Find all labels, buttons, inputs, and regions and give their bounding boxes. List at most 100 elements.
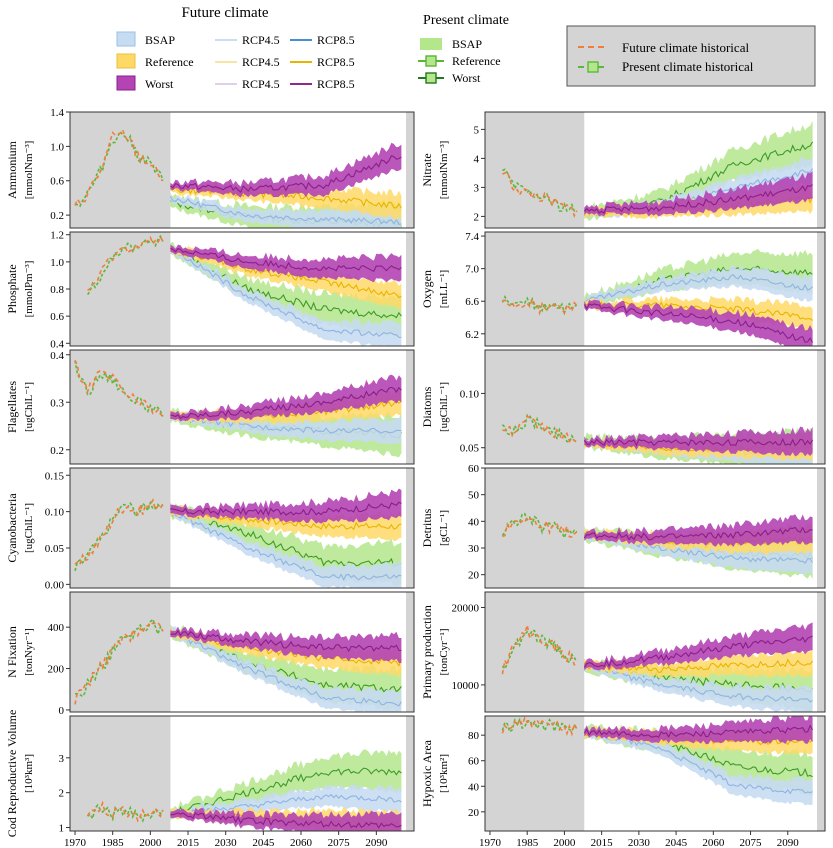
y-axis-label: Hypoxic Area xyxy=(420,739,434,807)
legend-rcp-label: RCP4.5 xyxy=(242,33,280,47)
y-tick-label: 20000 xyxy=(452,602,480,614)
y-axis-unit: [ugChlL⁻¹] xyxy=(23,382,35,432)
panel-frame xyxy=(69,111,415,229)
y-axis-label: Ammonium xyxy=(5,140,19,199)
band-bsap xyxy=(170,625,402,712)
line-worst xyxy=(170,629,402,653)
x-tick-label: 2075 xyxy=(740,837,763,848)
x-tick-label: 2000 xyxy=(553,837,576,848)
line-bsap xyxy=(169,196,402,226)
y-axis-unit: [ugChlL⁻¹] xyxy=(23,503,35,553)
band-worst xyxy=(170,142,402,198)
line-worst xyxy=(583,635,813,668)
y-tick-label: 1.0 xyxy=(50,141,64,153)
line-worst xyxy=(170,247,402,273)
y-tick-label: 1.0 xyxy=(50,257,64,269)
panel-cod: 1 2 3 Cod Reproductive Volume [10³km³] 1970 19… xyxy=(5,710,415,848)
band-worst xyxy=(584,716,813,745)
line-bsap xyxy=(170,628,402,707)
panel-nitrate: 2 3 4 5 Nitrate [mmolNm⁻³] xyxy=(420,111,826,229)
y-axis-unit: [mLL⁻¹] xyxy=(438,270,450,308)
panel-frame xyxy=(69,715,415,832)
x-tick-label: 2015 xyxy=(177,837,200,848)
band-bsap xyxy=(170,245,402,346)
y-axis-unit: [mmolNm⁻³] xyxy=(23,141,35,200)
panel-nfixation: 0 200 400 N Fixation [tonNyr⁻¹] xyxy=(5,591,415,717)
y-tick-label: 30 xyxy=(468,543,480,555)
y-axis-unit: [gCL⁻¹] xyxy=(438,510,450,546)
x-tick-label: 2030 xyxy=(215,837,238,848)
historical-shade xyxy=(70,232,171,346)
historical-shade xyxy=(70,592,171,712)
y-tick-label: 0 xyxy=(59,705,65,717)
line-pres xyxy=(169,508,402,568)
y-tick-label: 0.8 xyxy=(50,284,64,296)
legend-rcp-label: RCP8.5 xyxy=(317,33,355,47)
x-tick-label: 2090 xyxy=(365,837,388,848)
y-tick-label: 7.4 xyxy=(465,231,479,243)
y-tick-label: 0.4 xyxy=(50,338,64,350)
x-tick-label: 1985 xyxy=(516,837,539,848)
y-tick-label: 200 xyxy=(48,664,65,676)
panel-frame xyxy=(484,715,826,832)
y-tick-label: 50 xyxy=(468,490,480,502)
hist-future-line xyxy=(501,624,578,675)
band-worst xyxy=(584,622,813,671)
y-axis-label: Phosphate xyxy=(5,264,19,313)
y-axis-label: Cod Reproductive Volume xyxy=(5,710,19,838)
panel-diatoms: 0.05 0.10 Diatoms [ugChlL⁻¹] xyxy=(420,349,826,465)
y-tick-label: 10000 xyxy=(452,680,480,692)
hist-present-line xyxy=(74,360,164,417)
legend-rcp-label: RCP8.5 xyxy=(317,55,355,69)
legend-present-label: BSAP xyxy=(452,37,482,51)
line-bsap xyxy=(170,248,402,338)
x-tick-label: 2075 xyxy=(328,837,351,848)
line-worst xyxy=(170,812,402,829)
panel-frame xyxy=(69,467,415,589)
y-tick-label: 6.2 xyxy=(465,329,479,341)
legend-scenario-label: Worst xyxy=(145,77,174,91)
legend-hist-future-label: Future climate historical xyxy=(622,40,749,55)
y-axis-label: Nitrate xyxy=(420,153,434,186)
panel-frame xyxy=(69,349,415,465)
line-worst xyxy=(170,155,402,193)
line-bsap xyxy=(583,273,813,304)
x-tick-label: 2060 xyxy=(290,837,313,848)
band-pres xyxy=(584,120,813,222)
legend-present-label: Worst xyxy=(452,71,481,85)
legend-hist-present-label: Present climate historical xyxy=(622,59,754,74)
line-worst xyxy=(170,386,402,420)
y-tick-label: 40 xyxy=(468,516,480,528)
y-tick-label: 0.3 xyxy=(50,397,64,409)
y-tick-label: 3 xyxy=(59,753,65,765)
line-bsap xyxy=(169,793,402,816)
hist-present-line xyxy=(501,629,578,671)
historical-shade xyxy=(485,350,585,464)
hist-future-line xyxy=(502,515,578,538)
y-axis-unit: [mmolNm⁻³] xyxy=(438,141,450,200)
y-tick-label: 7.0 xyxy=(465,264,479,276)
legend-rcp-label: RCP4.5 xyxy=(242,55,280,69)
y-axis-label: Detritus xyxy=(420,508,434,547)
legend: Future climate Present climate BSAP Refer… xyxy=(116,5,816,91)
x-tick-label: 2045 xyxy=(665,837,688,848)
x-tick-label: 2000 xyxy=(139,837,162,848)
historical-shade xyxy=(70,716,171,831)
y-axis-unit: [10³km²] xyxy=(438,754,450,793)
panel-frame xyxy=(69,591,415,713)
x-tick-label: 2090 xyxy=(777,837,800,848)
y-tick-label: 2 xyxy=(474,211,480,223)
y-tick-label: 1.4 xyxy=(50,107,64,119)
legend-scenario-label: Reference xyxy=(145,55,194,69)
line-worst xyxy=(583,526,813,541)
band-ref xyxy=(584,646,813,679)
panel-frame xyxy=(484,591,826,713)
y-tick-label: 0.2 xyxy=(50,445,64,457)
panel-frame xyxy=(484,111,826,229)
historical-shade xyxy=(70,112,171,228)
y-axis-unit: [mmolPm⁻³] xyxy=(23,261,35,318)
historical-shade xyxy=(485,468,585,588)
historical-shade xyxy=(70,468,171,588)
legend-scenario-swatch xyxy=(116,53,136,69)
